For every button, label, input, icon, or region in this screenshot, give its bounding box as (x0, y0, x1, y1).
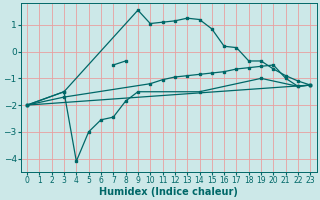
X-axis label: Humidex (Indice chaleur): Humidex (Indice chaleur) (99, 187, 238, 197)
